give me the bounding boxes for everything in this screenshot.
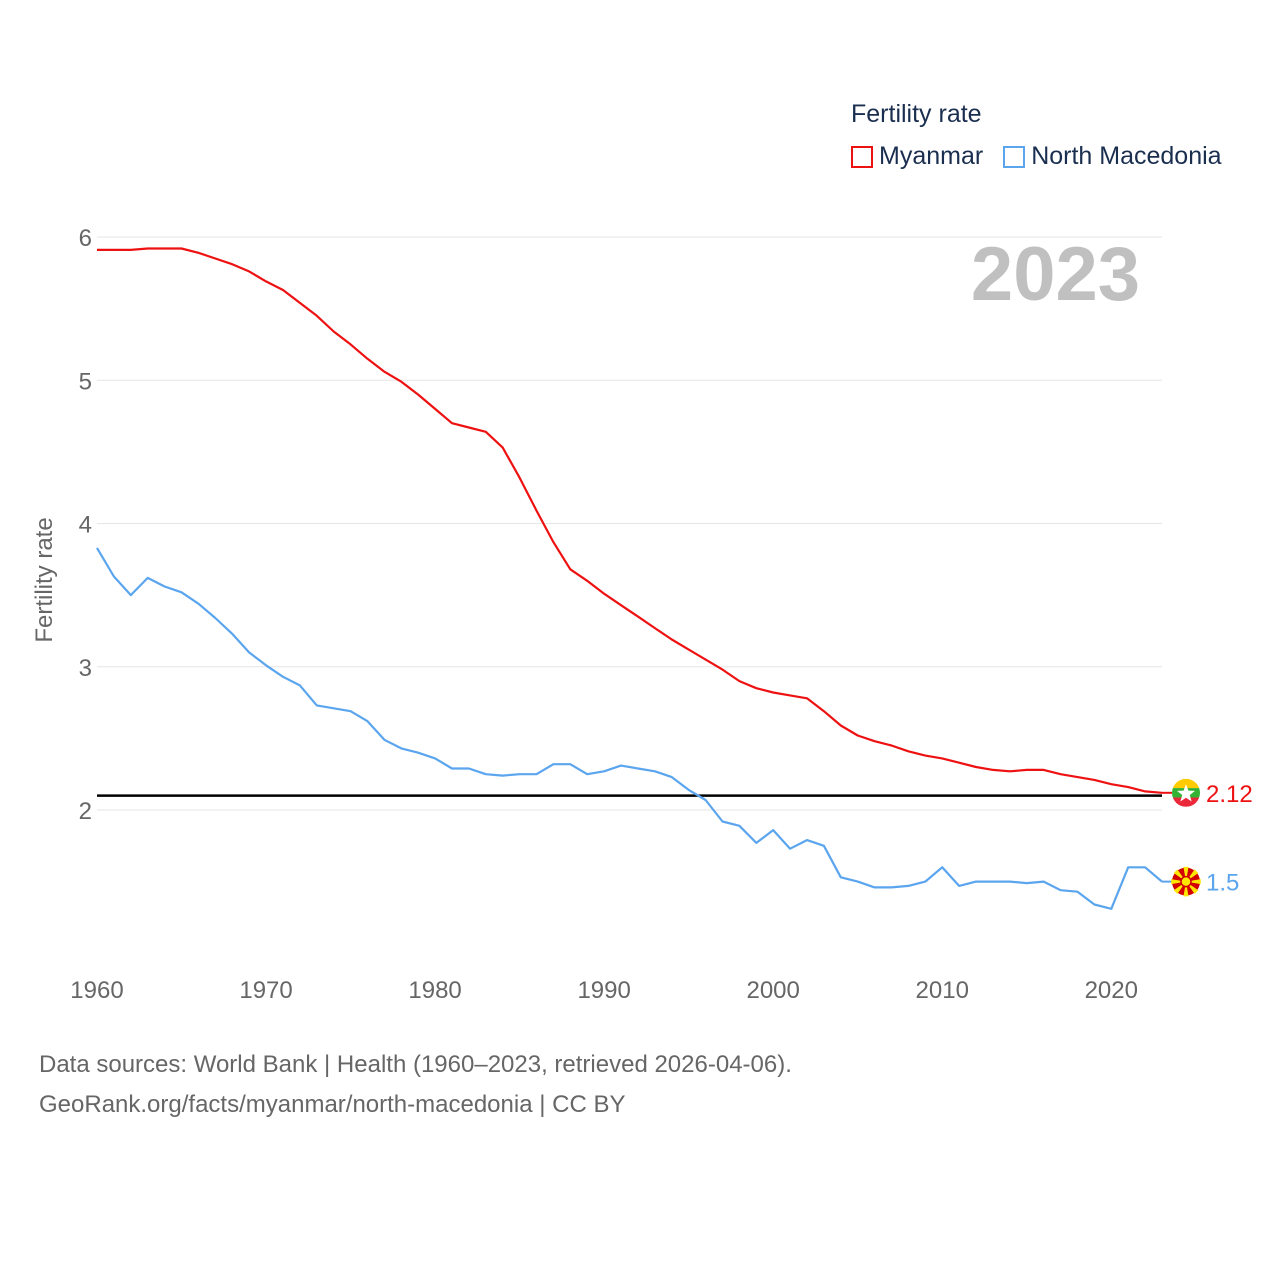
flag-ray	[1183, 881, 1189, 897]
y-axis-label: Fertility rate	[31, 517, 58, 642]
x-tick-label: 2020	[1085, 977, 1138, 1004]
flag-star	[1177, 784, 1195, 802]
end-value-label: 2.12	[1206, 781, 1253, 808]
flag-ray	[1183, 866, 1189, 882]
series-line-north-macedonia	[96, 547, 1163, 910]
y-tick-label: 3	[79, 655, 92, 682]
legend: Myanmar North Macedonia	[851, 142, 1242, 171]
x-tick-label: 1970	[239, 977, 292, 1004]
myanmar-flag-icon	[1172, 778, 1200, 807]
y-tick-label: 5	[79, 368, 92, 395]
x-tick-label: 1990	[577, 977, 630, 1004]
x-tick-label: 2000	[746, 977, 799, 1004]
flag-ray	[1171, 879, 1186, 885]
legend-label: North Macedonia	[1031, 142, 1222, 170]
x-tick-label: 1960	[70, 977, 123, 1004]
series-line-myanmar	[97, 247, 1163, 794]
legend-item-north-macedonia[interactable]: North Macedonia	[1003, 142, 1222, 171]
legend-item-myanmar[interactable]: Myanmar	[851, 142, 983, 171]
source-line: Data sources: World Bank | Health (1960–…	[39, 1051, 792, 1078]
y-tick-label: 2	[79, 798, 92, 825]
legend-title: Fertility rate	[851, 100, 982, 128]
year-label: 2023	[971, 232, 1140, 317]
source-link[interactable]: GeoRank.org/facts/myanmar/north-macedoni…	[39, 1091, 626, 1118]
y-tick-label: 4	[79, 512, 92, 539]
end-value-label: 1.5	[1206, 870, 1239, 897]
flag-ray	[1186, 879, 1201, 885]
y-tick-label: 6	[79, 225, 92, 252]
x-tick-label: 2010	[916, 977, 969, 1004]
legend-label: Myanmar	[879, 142, 984, 170]
legend-swatch-myanmar	[851, 145, 873, 168]
x-tick-label: 1980	[408, 977, 461, 1004]
flag-stripe	[1172, 778, 1200, 789]
flag-sun	[1180, 875, 1192, 888]
flag-stripe	[1172, 797, 1200, 807]
source-note: Data sources: World Bank | Health (1960–…	[39, 1045, 792, 1125]
legend-swatch-north-macedonia	[1003, 145, 1026, 168]
